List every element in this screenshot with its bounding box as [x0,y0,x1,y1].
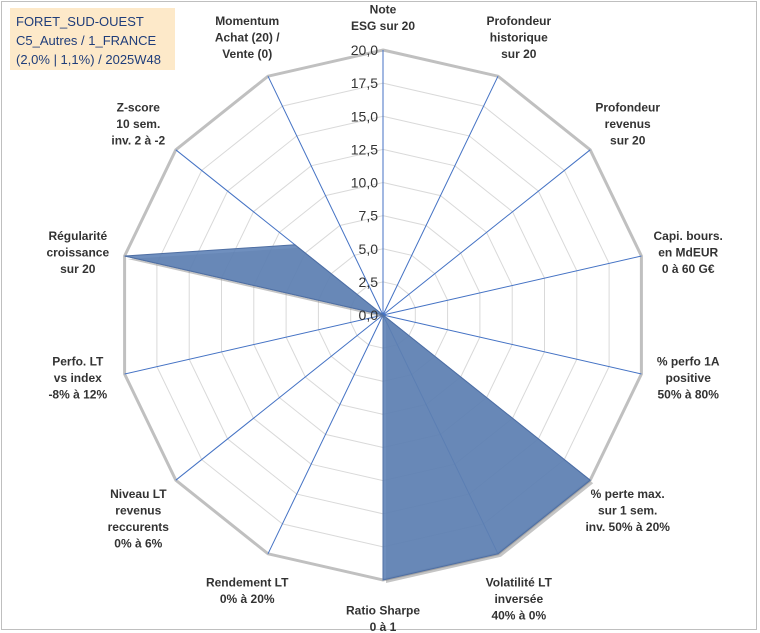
axis-label-9-line-0: Niveau LT [110,487,167,501]
axis-label-7-line-1: 0 à 1 [370,620,397,633]
axis-label-11: Régularité croissance sur 20 [46,229,109,276]
axis-label-0-line-0: Note [370,3,397,17]
tick-label-6: 15,0 [351,108,378,124]
axis-label-3-line-1: en MdEUR [658,245,718,259]
axis-label-8-line-1: 0% à 20% [220,592,275,606]
spoke-2 [382,149,591,316]
tick-label-0: 0,0 [359,307,379,323]
axis-label-4-line-0: % perfo 1A [657,355,720,369]
axis-label-13-line-0: Momentum [215,14,279,28]
axis-label-2: Profondeur revenus sur 20 [595,101,660,148]
tick-label-7: 17,5 [351,75,378,91]
axis-label-8-line-0: Rendement LT [206,576,289,590]
axis-label-10-line-2: -8% à 12% [48,388,107,402]
axis-label-5-line-2: inv. 50% à 20% [585,520,670,534]
axis-label-6: Volatilité LT inversée 40% à 0% [486,576,553,623]
axis-label-12-line-1: 10 sem. [116,117,160,131]
axis-label-5: % perte max. sur 1 sem. inv. 50% à 20% [585,487,670,534]
tick-label-1: 2,5 [359,274,379,290]
axis-label-12-line-2: inv. 2 à -2 [111,134,165,148]
axis-label-3: Capi. bours. en MdEUR 0 à 60 G€ [654,229,723,276]
axis-label-4-line-1: positive [666,371,712,385]
axis-label-3-line-2: 0 à 60 G€ [662,262,715,276]
title-line-1: FORET_SUD-OUEST [16,14,144,29]
axis-label-7-line-0: Ratio Sharpe [346,604,420,618]
axis-label-9: Niveau LT revenus reccurents 0% à 6% [108,487,170,551]
axis-label-6-line-2: 40% à 0% [491,609,546,623]
radar-tick-labels: 0,0 2,5 5,0 7,5 10,0 12,5 15,0 17,5 20,0 [351,42,378,323]
axis-label-9-line-1: revenus [115,503,161,517]
axis-label-10-line-0: Perfo. LT [52,355,104,369]
spoke-9 [175,314,384,481]
axis-label-11-line-1: croissance [46,245,109,259]
chart-title-box: FORET_SUD-OUEST C5_Autres / 1_FRANCE (2,… [10,8,175,70]
axis-label-0: Note ESG sur 20 [351,3,415,34]
axis-label-11-line-2: sur 20 [60,262,96,276]
axis-label-1: Profondeur historique sur 20 [486,14,551,61]
radar-axis-labels: Note ESG sur 20 Profondeur historique sur 20… [46,3,722,633]
spoke-10 [124,314,384,375]
axis-label-4-line-2: 50% à 80% [658,388,720,402]
axis-label-1-line-1: historique [490,31,548,45]
axis-label-5-line-0: % perte max. [591,487,665,501]
tick-label-4: 10,0 [351,175,378,191]
spoke-13 [267,75,384,316]
tick-label-8: 20,0 [351,42,378,58]
axis-label-12: Z-score 10 sem. inv. 2 à -2 [111,101,165,148]
axis-label-0-line-1: ESG sur 20 [351,19,415,33]
axis-label-3-line-0: Capi. bours. [654,229,723,243]
axis-label-7: Ratio Sharpe 0 à 1 [346,604,420,633]
tick-label-2: 5,0 [359,241,379,257]
spoke-8 [267,314,384,555]
axis-label-1-line-2: sur 20 [501,47,537,61]
axis-label-2-line-1: revenus [605,117,651,131]
axis-label-9-line-2: reccurents [108,520,170,534]
axis-label-6-line-0: Volatilité LT [486,576,553,590]
axis-label-2-line-2: sur 20 [610,134,646,148]
axis-label-9-line-3: 0% à 6% [114,536,162,550]
axis-label-1-line-0: Profondeur [486,14,551,28]
axis-label-10-line-1: vs index [54,371,102,385]
spoke-1 [382,75,499,316]
axis-label-6-line-1: inversée [494,592,543,606]
series-area [124,244,592,581]
radar-series [124,244,594,584]
axis-label-13-line-2: Vente (0) [222,47,272,61]
axis-label-10: Perfo. LT vs index -8% à 12% [48,355,107,402]
radar-spokes [124,50,642,580]
axis-label-5-line-1: sur 1 sem. [598,503,657,517]
axis-label-11-line-0: Régularité [48,229,107,243]
tick-label-3: 7,5 [359,208,379,224]
axis-label-4: % perfo 1A positive 50% à 80% [657,355,720,402]
axis-label-12-line-0: Z-score [117,101,161,115]
axis-label-13-line-1: Achat (20) / [215,31,280,45]
title-line-2: C5_Autres / 1_FRANCE [16,33,157,48]
spoke-3 [382,255,642,316]
axis-label-13: Momentum Achat (20) / Vente (0) [215,14,280,61]
title-line-3: (2,0% | 1,1%) / 2025W48 [16,52,162,67]
tick-label-5: 12,5 [351,141,378,157]
axis-label-8: Rendement LT 0% à 20% [206,576,289,607]
spoke-4 [382,314,642,375]
axis-label-2-line-0: Profondeur [595,101,660,115]
